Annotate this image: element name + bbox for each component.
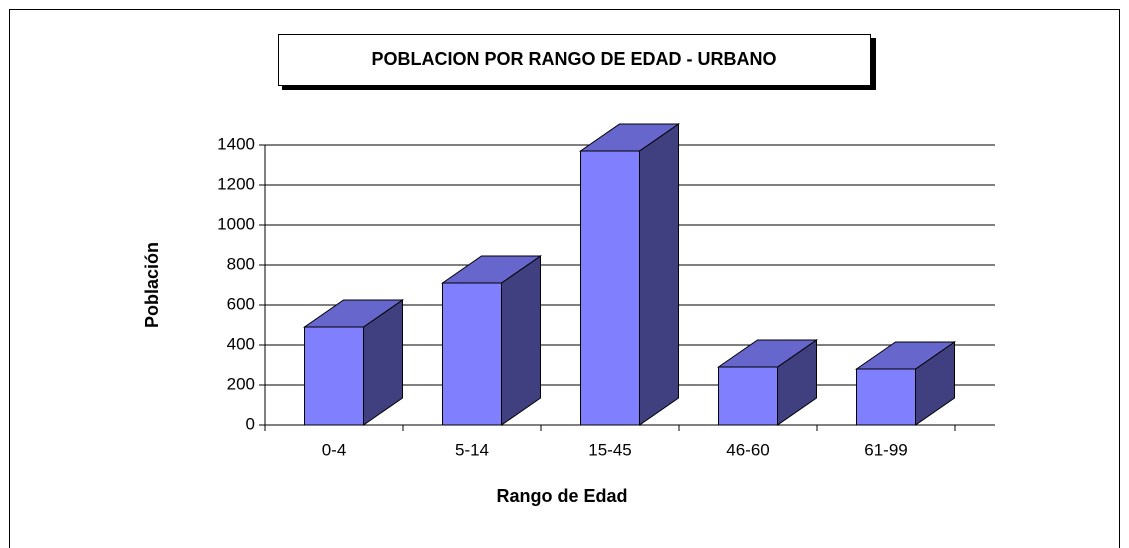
x-tick-label: 61-99	[864, 440, 907, 459]
x-axis-label: Rango de Edad	[496, 486, 627, 506]
bar-front	[442, 282, 502, 426]
bar-front	[304, 326, 364, 426]
bar-front	[856, 368, 916, 426]
y-tick-label: 800	[227, 254, 255, 273]
bar	[440, 255, 543, 426]
x-tick-label: 5-14	[455, 440, 489, 459]
chart-title: POBLACION POR RANGO DE EDAD - URBANO	[371, 49, 776, 69]
title-box	[278, 34, 871, 86]
y-axis-label: Población	[142, 242, 162, 328]
bar	[854, 341, 957, 426]
y-tick-label: 400	[227, 334, 255, 353]
y-tick-label: 1000	[217, 214, 255, 233]
bar-side	[639, 123, 679, 426]
y-tick-label: 200	[227, 374, 255, 393]
bar-front	[718, 366, 778, 426]
bar	[302, 299, 405, 426]
x-tick-label: 0-4	[322, 440, 347, 459]
bar-side	[501, 255, 541, 426]
x-tick-label: 15-45	[588, 440, 631, 459]
bar	[578, 123, 681, 426]
chart-border	[9, 9, 1120, 548]
x-tick-label: 46-60	[726, 440, 769, 459]
bar-front	[580, 150, 640, 426]
y-tick-label: 1400	[217, 134, 255, 153]
y-tick-label: 1200	[217, 174, 255, 193]
bar	[716, 339, 819, 426]
y-tick-label: 600	[227, 294, 255, 313]
y-tick-label: 0	[246, 414, 255, 433]
